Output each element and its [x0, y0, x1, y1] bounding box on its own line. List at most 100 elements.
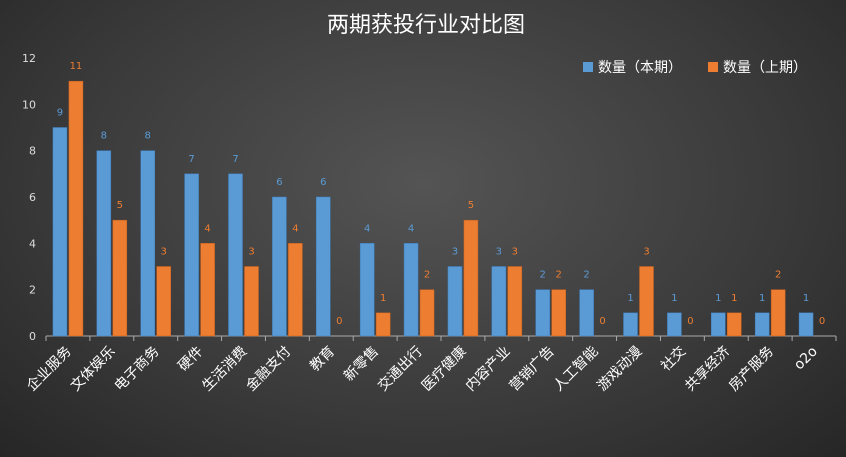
x-tick-label: 社交 [657, 343, 689, 375]
bar-previous [551, 289, 566, 337]
data-label-current: 1 [627, 293, 633, 304]
data-label-current: 1 [671, 293, 677, 304]
data-label-current: 3 [452, 247, 458, 258]
x-tick-label: 文体娱乐 [68, 344, 119, 395]
data-label-current: 7 [232, 154, 238, 165]
bar-current [228, 173, 243, 337]
data-label-previous: 0 [599, 316, 605, 327]
x-tick-label: 生活消费 [199, 344, 250, 395]
x-tick-label: 共享经济 [681, 343, 733, 395]
bar-current [798, 312, 814, 337]
data-label-previous: 0 [687, 316, 693, 327]
bar-previous [419, 289, 435, 337]
bar-current [667, 312, 682, 337]
bar-current [359, 243, 375, 337]
bar-current [535, 289, 550, 337]
bar-current [711, 312, 726, 337]
bar-current [52, 127, 68, 337]
data-label-current: 1 [759, 293, 765, 304]
y-tick-label: 4 [29, 237, 36, 250]
data-label-current: 6 [276, 177, 282, 188]
data-label-previous: 3 [248, 247, 254, 258]
y-tick-label: 0 [29, 330, 36, 343]
x-tick-label: 房产服务 [726, 344, 777, 395]
legend-label-previous: 数量（上期） [723, 60, 807, 76]
bar-current [491, 266, 507, 337]
bar-previous [244, 266, 259, 337]
data-label-previous: 4 [204, 223, 210, 234]
data-label-current: 6 [320, 177, 326, 188]
bar-current [754, 312, 770, 337]
data-label-previous: 4 [292, 223, 298, 234]
bar-current [447, 266, 463, 337]
data-label-current: 8 [101, 131, 107, 142]
legend: 数量（本期） 数量（上期） [583, 60, 807, 76]
bar-previous [463, 219, 479, 337]
data-label-current: 4 [408, 223, 414, 234]
bar-previous [727, 312, 742, 337]
data-label-previous: 2 [424, 270, 430, 281]
bar-previous [288, 243, 303, 337]
bar-previous [200, 243, 215, 337]
bar-current [403, 243, 419, 337]
data-label-current: 3 [496, 247, 502, 258]
bar-current [316, 196, 331, 337]
legend-swatch-previous [708, 62, 718, 72]
legend-label-current: 数量（本期） [598, 60, 682, 76]
data-label-previous: 3 [512, 247, 518, 258]
bar-current [96, 150, 112, 337]
bar-current [579, 289, 594, 337]
x-tick-label: 电子商务 [112, 344, 163, 395]
data-label-previous: 1 [731, 293, 737, 304]
data-label-previous: 0 [819, 316, 825, 327]
x-tick-label: 硬件 [175, 344, 206, 375]
data-label-previous: 5 [468, 200, 474, 211]
data-label-previous: 5 [117, 200, 123, 211]
x-tick-label: 医疗健康 [418, 343, 470, 395]
bar-previous [68, 80, 84, 337]
data-label-current: 7 [188, 154, 194, 165]
bar-current [272, 196, 287, 337]
legend-swatch-current [583, 62, 593, 72]
bar-previous [639, 266, 654, 337]
bar-previous [507, 266, 523, 337]
x-tick-label: 新零售 [341, 344, 382, 385]
x-tick-label: 营销广告 [507, 344, 558, 395]
data-label-current: 8 [145, 131, 151, 142]
bar-previous [112, 219, 128, 337]
data-label-current: 2 [583, 270, 589, 281]
data-label-previous: 3 [161, 247, 167, 258]
data-label-previous: 1 [380, 293, 386, 304]
x-tick-label: 内容产业 [462, 343, 514, 395]
data-label-current: 1 [715, 293, 721, 304]
y-tick-label: 8 [29, 145, 36, 158]
x-tick-label: o2o [791, 344, 821, 374]
y-tick-label: 2 [29, 284, 36, 297]
y-tick-label: 10 [22, 98, 36, 111]
y-tick-label: 6 [29, 191, 36, 204]
x-tick-label: 游戏动漫 [594, 344, 645, 395]
bar-previous [770, 289, 786, 337]
x-tick-label: 企业服务 [23, 343, 75, 395]
data-label-previous: 3 [643, 247, 649, 258]
x-tick-label: 金融支付 [243, 344, 294, 395]
data-label-previous: 11 [70, 61, 83, 72]
data-label-current: 4 [364, 223, 370, 234]
bar-current [184, 173, 199, 337]
data-label-current: 1 [803, 293, 809, 304]
bar-previous [156, 266, 171, 337]
chart-title: 两期获投行业对比图 [327, 13, 525, 38]
data-label-previous: 2 [556, 270, 562, 281]
x-tick-label: 交通出行 [374, 343, 426, 395]
data-label-current: 9 [57, 108, 63, 119]
bar-previous [375, 312, 391, 337]
bar-current [623, 312, 638, 337]
data-label-current: 2 [540, 270, 546, 281]
y-tick-label: 12 [22, 52, 36, 65]
x-tick-label: 教育 [307, 344, 338, 375]
data-label-previous: 2 [775, 270, 781, 281]
x-tick-label: 人工智能 [551, 344, 602, 395]
bar-current [140, 150, 155, 337]
data-label-previous: 0 [336, 316, 342, 327]
